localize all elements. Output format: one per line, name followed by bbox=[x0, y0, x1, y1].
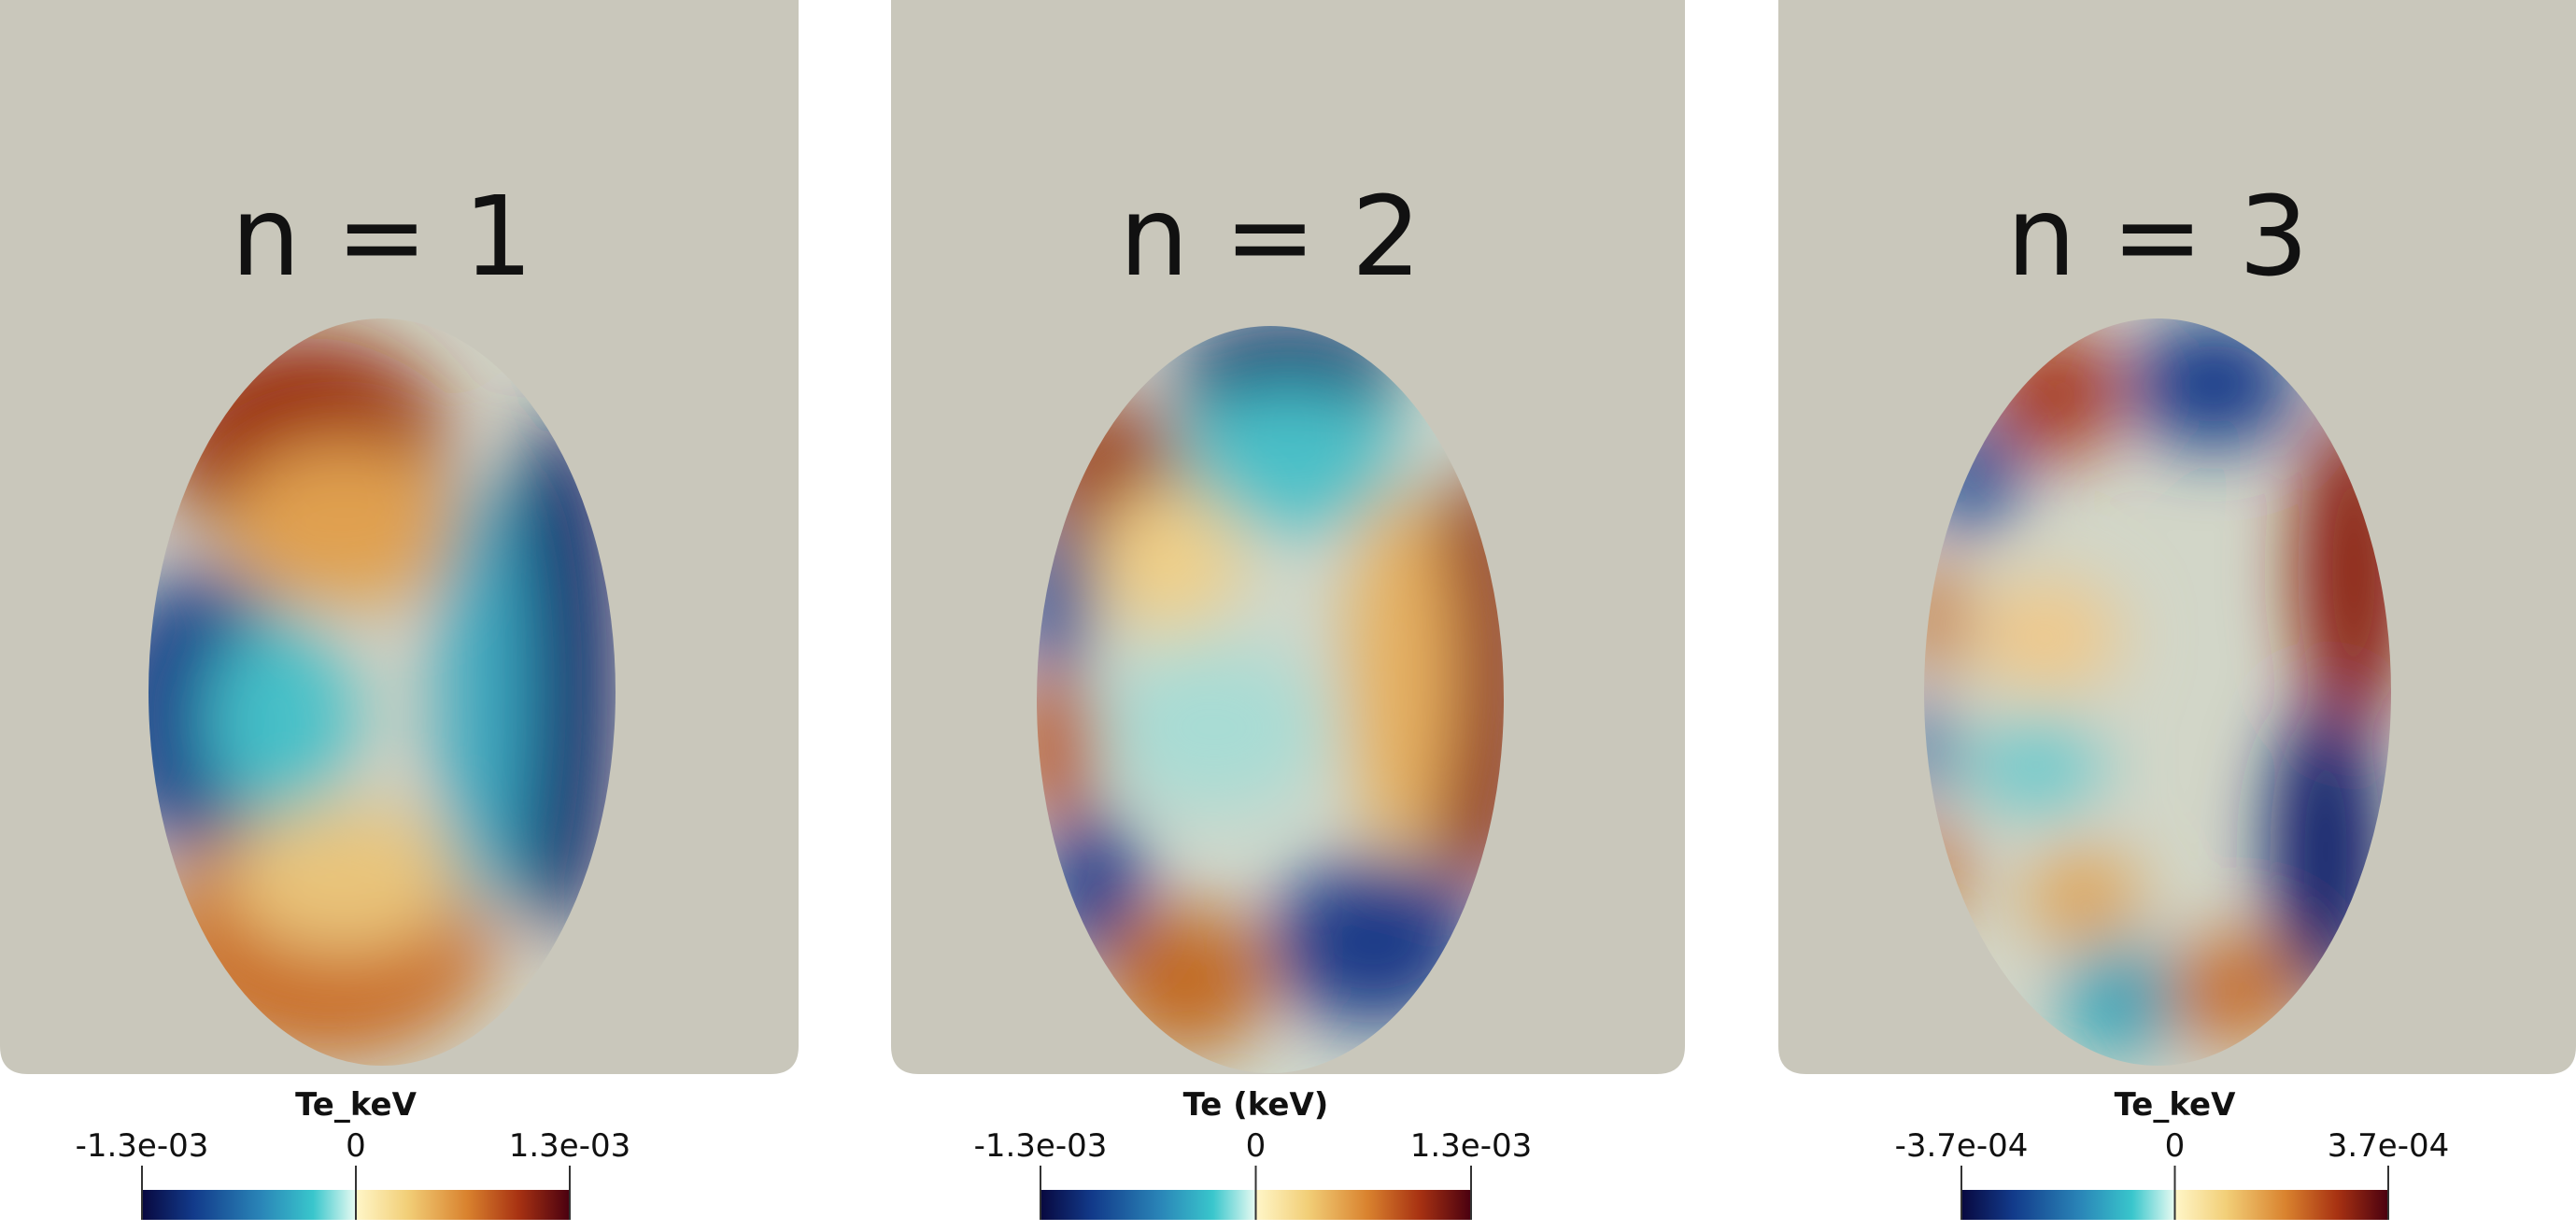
colorbar-tick-label: 0 bbox=[2165, 1127, 2186, 1165]
colorbar-title: Te_keV bbox=[295, 1086, 417, 1124]
colorbar-title: Te (keV) bbox=[1183, 1086, 1329, 1124]
colorbar-tick-label: 1.3e-03 bbox=[509, 1127, 631, 1165]
colorbar-title: Te_keV bbox=[2115, 1086, 2236, 1124]
colorbar-tick-label: -3.7e-04 bbox=[1895, 1127, 2029, 1165]
field-plot bbox=[1924, 318, 2391, 1066]
colorbar-tick-label: 1.3e-03 bbox=[1410, 1127, 1533, 1165]
colorbar-tick-label: 3.7e-04 bbox=[2328, 1127, 2450, 1165]
panel-label: n = 1 bbox=[231, 172, 533, 301]
colorbar-tick-label: -1.3e-03 bbox=[974, 1127, 1108, 1165]
panel bbox=[0, 0, 799, 1074]
panel-label: n = 3 bbox=[2006, 172, 2309, 301]
colorbar-tick-label: 0 bbox=[1246, 1127, 1267, 1165]
field-plot bbox=[1037, 326, 1504, 1073]
panel bbox=[1778, 0, 2576, 1074]
panel bbox=[891, 0, 1685, 1074]
colorbar-tick-label: -1.3e-03 bbox=[76, 1127, 209, 1165]
colorbar-tick-label: 0 bbox=[346, 1127, 366, 1165]
annotations: n = 1 Te_keV -1.3e-03 0 1.3e-03 n = 2 Te (keV)… bbox=[76, 172, 2450, 1220]
panel-label: n = 2 bbox=[1119, 172, 1422, 301]
